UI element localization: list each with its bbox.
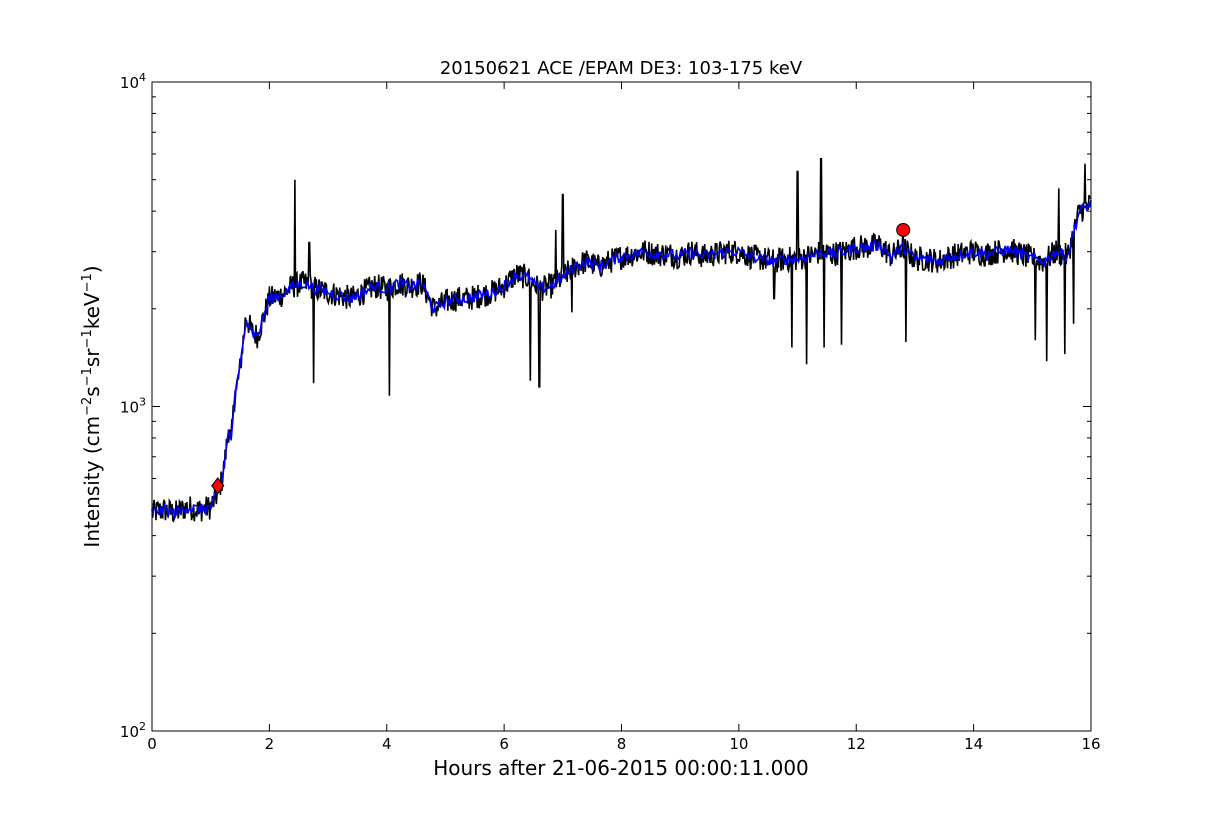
x-tick-label: 0	[147, 735, 157, 753]
x-tick-label: 16	[1081, 735, 1100, 753]
y-axis-label: Intensity (cm−2s−1sr−1keV−1)	[80, 265, 104, 547]
chart-title: 20150621 ACE /EPAM DE3: 103-175 keV	[440, 58, 803, 79]
x-tick-label: 6	[499, 735, 509, 753]
x-tick-label: 2	[265, 735, 275, 753]
x-tick-label: 4	[382, 735, 392, 753]
marker-diamond	[211, 477, 225, 495]
marker-circle	[896, 222, 911, 237]
plot-frame	[151, 81, 1092, 732]
series-smoothed-line	[151, 200, 1092, 521]
y-axis-label-group: Intensity (cm−2s−1sr−1keV−1)	[80, 265, 104, 547]
x-axis-label: Hours after 21-06-2015 00:00:11.000	[433, 756, 809, 780]
y-tick-label: 102	[120, 720, 146, 741]
y-tick-label: 103	[120, 396, 146, 417]
series-raw-line	[151, 158, 1092, 523]
x-tick-label: 8	[617, 735, 627, 753]
x-tick-label: 12	[847, 735, 866, 753]
x-tick-label: 14	[964, 735, 983, 753]
plot-area	[151, 158, 1092, 523]
x-tick-label: 10	[729, 735, 748, 753]
y-tick-label: 104	[120, 71, 146, 92]
